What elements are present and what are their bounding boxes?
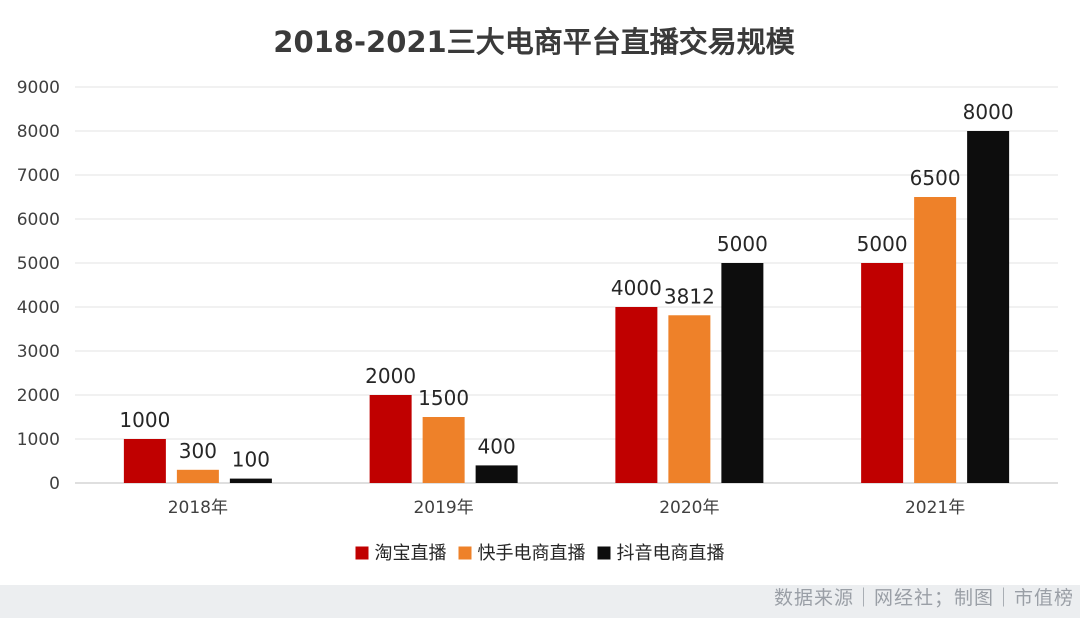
- data-label: 300: [179, 439, 217, 463]
- legend-swatch: [355, 546, 369, 560]
- data-label: 400: [478, 434, 516, 458]
- y-tick-label: 2000: [17, 386, 60, 406]
- bar: [369, 395, 412, 483]
- data-label: 1500: [418, 386, 469, 410]
- bar: [615, 307, 658, 483]
- legend-swatch: [458, 546, 472, 560]
- bar: [721, 263, 764, 483]
- data-label: 2000: [365, 364, 416, 388]
- y-tick-label: 4000: [17, 298, 60, 318]
- y-tick-label: 3000: [17, 342, 60, 362]
- y-tick-label: 7000: [17, 166, 60, 186]
- data-label: 4000: [611, 276, 662, 300]
- bar: [229, 478, 272, 483]
- legend-label: 抖音电商直播: [617, 543, 725, 564]
- x-tick-label: 2018年: [168, 498, 228, 518]
- x-tick-label: 2019年: [413, 498, 473, 518]
- data-label: 5000: [857, 232, 908, 256]
- data-label: 8000: [963, 100, 1014, 124]
- y-tick-label: 0: [49, 474, 60, 494]
- x-tick-label: 2021年: [905, 498, 965, 518]
- bar: [475, 465, 518, 483]
- bar: [123, 439, 166, 483]
- data-label: 5000: [717, 232, 768, 256]
- bar: [914, 197, 957, 483]
- bar: [861, 263, 904, 483]
- y-axis: 0 1000 2000 3000 4000 5000 6000 7000 8000 9000: [17, 78, 60, 494]
- legend: 淘宝直播 快手电商直播 抖音电商直播: [355, 543, 725, 564]
- bar-chart: 2018-2021三大电商平台直播交易规模 0 1000 2000 3000 4000 5…: [17, 25, 1058, 564]
- data-label: 3812: [664, 284, 715, 308]
- gridlines: [75, 86, 1058, 484]
- bar: [967, 131, 1010, 483]
- y-tick-label: 6000: [17, 210, 60, 230]
- y-tick-label: 8000: [17, 122, 60, 142]
- source-note: 数据来源｜网经社；制图｜市值榜: [773, 587, 1074, 609]
- y-tick-label: 5000: [17, 254, 60, 274]
- y-tick-label: 1000: [17, 430, 60, 450]
- x-tick-label: 2020年: [659, 498, 719, 518]
- data-label: 6500: [910, 166, 961, 190]
- chart-title: 2018-2021三大电商平台直播交易规模: [273, 25, 795, 59]
- x-axis: 2018年 2019年 2020年 2021年: [168, 498, 966, 518]
- data-label: 1000: [119, 408, 170, 432]
- legend-swatch: [597, 546, 611, 560]
- bar: [422, 417, 465, 483]
- bar: [176, 469, 219, 483]
- legend-label: 淘宝直播: [375, 543, 447, 564]
- bar: [668, 315, 711, 483]
- data-label: 100: [232, 448, 270, 472]
- legend-label: 快手电商直播: [478, 543, 586, 564]
- y-tick-label: 9000: [17, 78, 60, 98]
